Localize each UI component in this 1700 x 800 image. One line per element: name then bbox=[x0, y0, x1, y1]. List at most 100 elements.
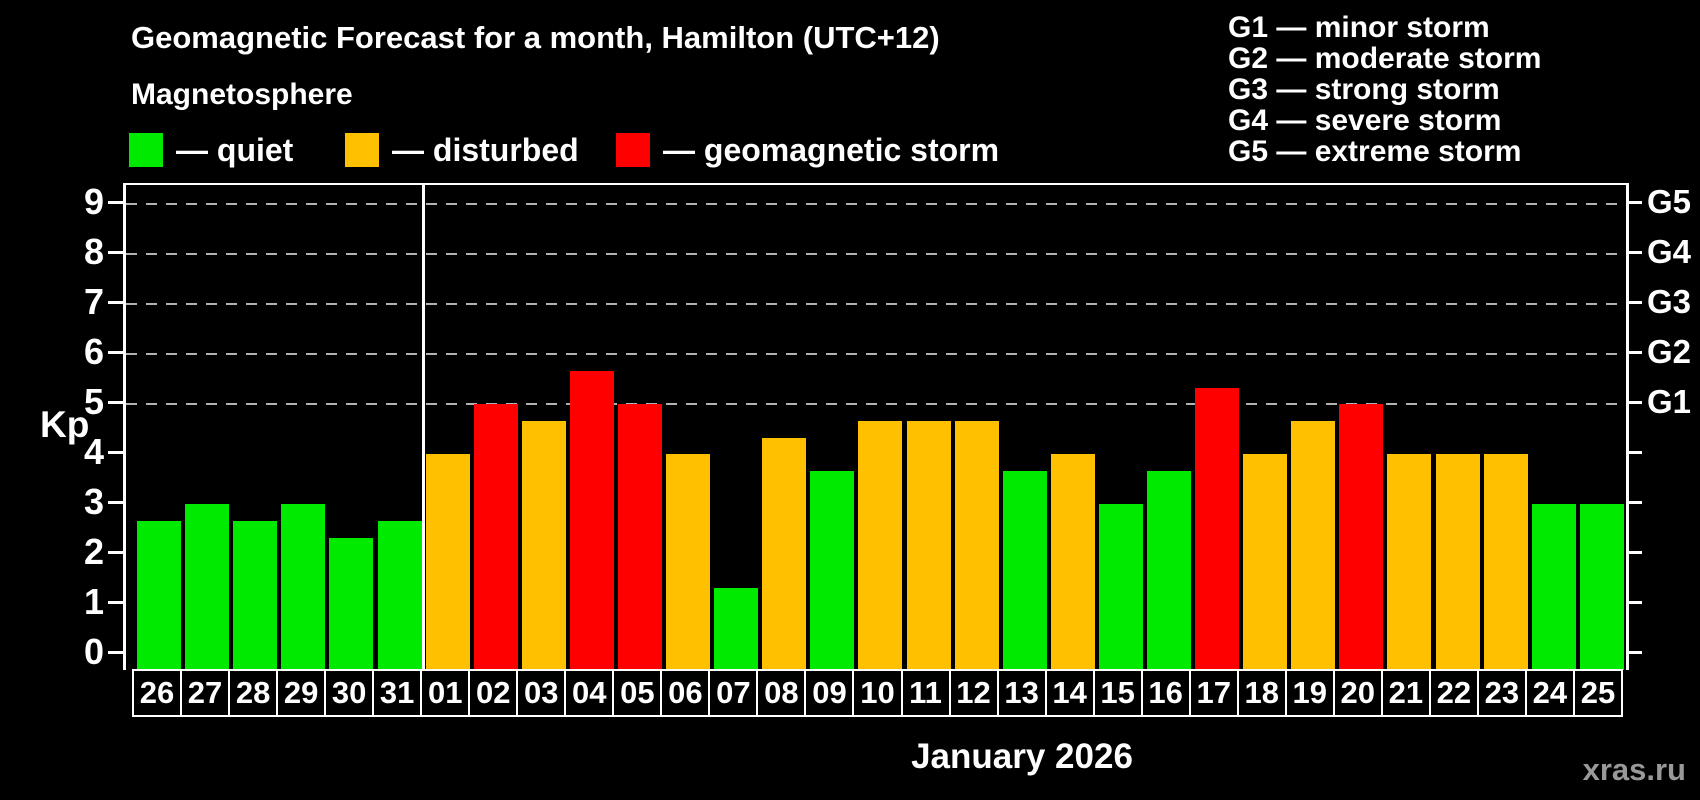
bar-slot-day-06 bbox=[664, 185, 712, 670]
y-tick-label-5: 5 bbox=[83, 381, 104, 422]
kp-bar-day-02 bbox=[473, 404, 518, 670]
day-label-10: 10 bbox=[852, 669, 903, 717]
bar-slot-day-27 bbox=[183, 185, 231, 670]
day-label-18: 18 bbox=[1236, 669, 1287, 717]
day-label-23: 23 bbox=[1476, 669, 1527, 717]
legend-swatch-quiet bbox=[129, 133, 163, 167]
day-label-17: 17 bbox=[1188, 669, 1239, 717]
kp-bar-day-01 bbox=[425, 454, 470, 670]
right-axis-label-g4: G4 bbox=[1647, 233, 1692, 270]
kp-bar-day-21 bbox=[1387, 454, 1432, 670]
day-label-14: 14 bbox=[1044, 669, 1095, 717]
y-tick-label-1: 1 bbox=[83, 581, 104, 622]
bar-slot-day-22 bbox=[1434, 185, 1482, 670]
kp-bar-day-22 bbox=[1435, 454, 1480, 670]
legend-item-storm: — geomagnetic storm bbox=[616, 132, 999, 168]
bar-slot-day-19 bbox=[1289, 185, 1337, 670]
y-tick-label-4: 4 bbox=[83, 431, 104, 472]
right-tick-kp-9 bbox=[1626, 200, 1642, 204]
g-scale-legend: G1 — minor storm G2 — moderate storm G3 — … bbox=[1228, 12, 1541, 167]
chart-title: Geomagnetic Forecast for a month, Hamilt… bbox=[131, 20, 940, 55]
day-label-16: 16 bbox=[1140, 669, 1191, 717]
kp-bar-day-16 bbox=[1147, 470, 1192, 670]
day-label-30: 30 bbox=[324, 669, 375, 717]
kp-bar-day-04 bbox=[569, 370, 614, 670]
bar-slot-day-03 bbox=[520, 185, 568, 670]
day-label-27: 27 bbox=[180, 669, 231, 717]
bar-slot-day-16 bbox=[1145, 185, 1193, 670]
kp-bar-day-24 bbox=[1531, 504, 1576, 670]
kp-bar-day-25 bbox=[1579, 504, 1624, 670]
y-tick-label-7: 7 bbox=[83, 281, 104, 322]
kp-bar-day-19 bbox=[1291, 420, 1336, 670]
bar-slot-day-28 bbox=[231, 185, 279, 670]
right-axis-label-g1: G1 bbox=[1647, 383, 1692, 420]
y-tick-label-8: 8 bbox=[83, 231, 104, 272]
kp-bar-day-17 bbox=[1195, 387, 1240, 670]
day-label-13: 13 bbox=[996, 669, 1047, 717]
bar-slot-day-31 bbox=[375, 185, 423, 670]
left-tick-kp-2 bbox=[108, 550, 123, 554]
right-axis-label-g5: G5 bbox=[1647, 183, 1692, 220]
day-label-07: 07 bbox=[708, 669, 759, 717]
y-tick-label-2: 2 bbox=[83, 531, 104, 572]
gridline-kp-8 bbox=[126, 253, 1626, 255]
y-tick-label-9: 9 bbox=[83, 181, 104, 222]
left-tick-kp-7 bbox=[108, 300, 123, 304]
day-label-01: 01 bbox=[420, 669, 471, 717]
bar-slot-day-12 bbox=[953, 185, 1001, 670]
kp-bar-day-06 bbox=[666, 454, 711, 670]
left-tick-kp-1 bbox=[108, 600, 123, 604]
day-label-26: 26 bbox=[132, 669, 183, 717]
day-label-31: 31 bbox=[372, 669, 423, 717]
day-label-02: 02 bbox=[468, 669, 519, 717]
day-label-29: 29 bbox=[276, 669, 327, 717]
kp-bar-day-11 bbox=[906, 420, 951, 670]
kp-bar-day-29 bbox=[281, 504, 326, 670]
y-tick-label-6: 6 bbox=[83, 331, 104, 372]
legend-item-disturbed: — disturbed bbox=[345, 131, 579, 168]
g-level-line-3: G3 — strong storm bbox=[1228, 73, 1500, 106]
kp-bar-day-26 bbox=[137, 520, 182, 670]
bar-slot-day-09 bbox=[808, 185, 856, 670]
bar-slot-day-21 bbox=[1385, 185, 1433, 670]
g-level-line-5: G5 — extreme storm bbox=[1228, 135, 1522, 168]
bar-slot-day-05 bbox=[616, 185, 664, 670]
left-tick-kp-6 bbox=[108, 350, 123, 354]
right-tick-kp-4 bbox=[1626, 450, 1642, 454]
kp-bar-day-13 bbox=[1002, 470, 1047, 670]
bars-container bbox=[135, 185, 1626, 670]
day-label-06: 06 bbox=[660, 669, 711, 717]
kp-bar-day-18 bbox=[1243, 454, 1288, 670]
left-tick-kp-3 bbox=[108, 500, 123, 504]
kp-bar-day-15 bbox=[1098, 504, 1143, 670]
bar-slot-day-30 bbox=[327, 185, 375, 670]
g-level-line-2: G2 — moderate storm bbox=[1228, 42, 1542, 75]
right-tick-kp-3 bbox=[1626, 500, 1642, 504]
right-tick-kp-2 bbox=[1626, 550, 1642, 554]
bar-slot-day-14 bbox=[1049, 185, 1097, 670]
bar-slot-day-24 bbox=[1530, 185, 1578, 670]
day-label-21: 21 bbox=[1380, 669, 1431, 717]
x-axis-day-labels: 26 27 28 29 30 31 01 02 03 04 05 06 07 08 09 10 11 12 13 14… bbox=[132, 669, 1623, 717]
left-tick-kp-5 bbox=[108, 400, 123, 404]
magnetosphere-label: Magnetosphere bbox=[131, 78, 353, 111]
kp-bar-day-09 bbox=[810, 470, 855, 670]
day-label-11: 11 bbox=[900, 669, 951, 717]
right-tick-kp-6 bbox=[1626, 350, 1642, 354]
legend-item-quiet: — quiet bbox=[129, 132, 293, 168]
watermark: xras.ru bbox=[1582, 752, 1686, 787]
left-tick-kp-4 bbox=[108, 450, 123, 454]
gridline-kp-6 bbox=[126, 353, 1626, 355]
right-tick-kp-5 bbox=[1626, 400, 1642, 404]
right-tick-kp-1 bbox=[1626, 600, 1642, 604]
kp-bar-day-12 bbox=[954, 420, 999, 670]
past-forecast-separator bbox=[422, 185, 426, 670]
left-tick-kp-8 bbox=[108, 250, 123, 254]
legend-label-disturbed: — disturbed bbox=[392, 131, 579, 168]
gridline-kp-9 bbox=[126, 203, 1626, 205]
day-label-09: 09 bbox=[804, 669, 855, 717]
right-tick-kp-7 bbox=[1626, 300, 1642, 304]
kp-bar-day-07 bbox=[714, 587, 759, 670]
